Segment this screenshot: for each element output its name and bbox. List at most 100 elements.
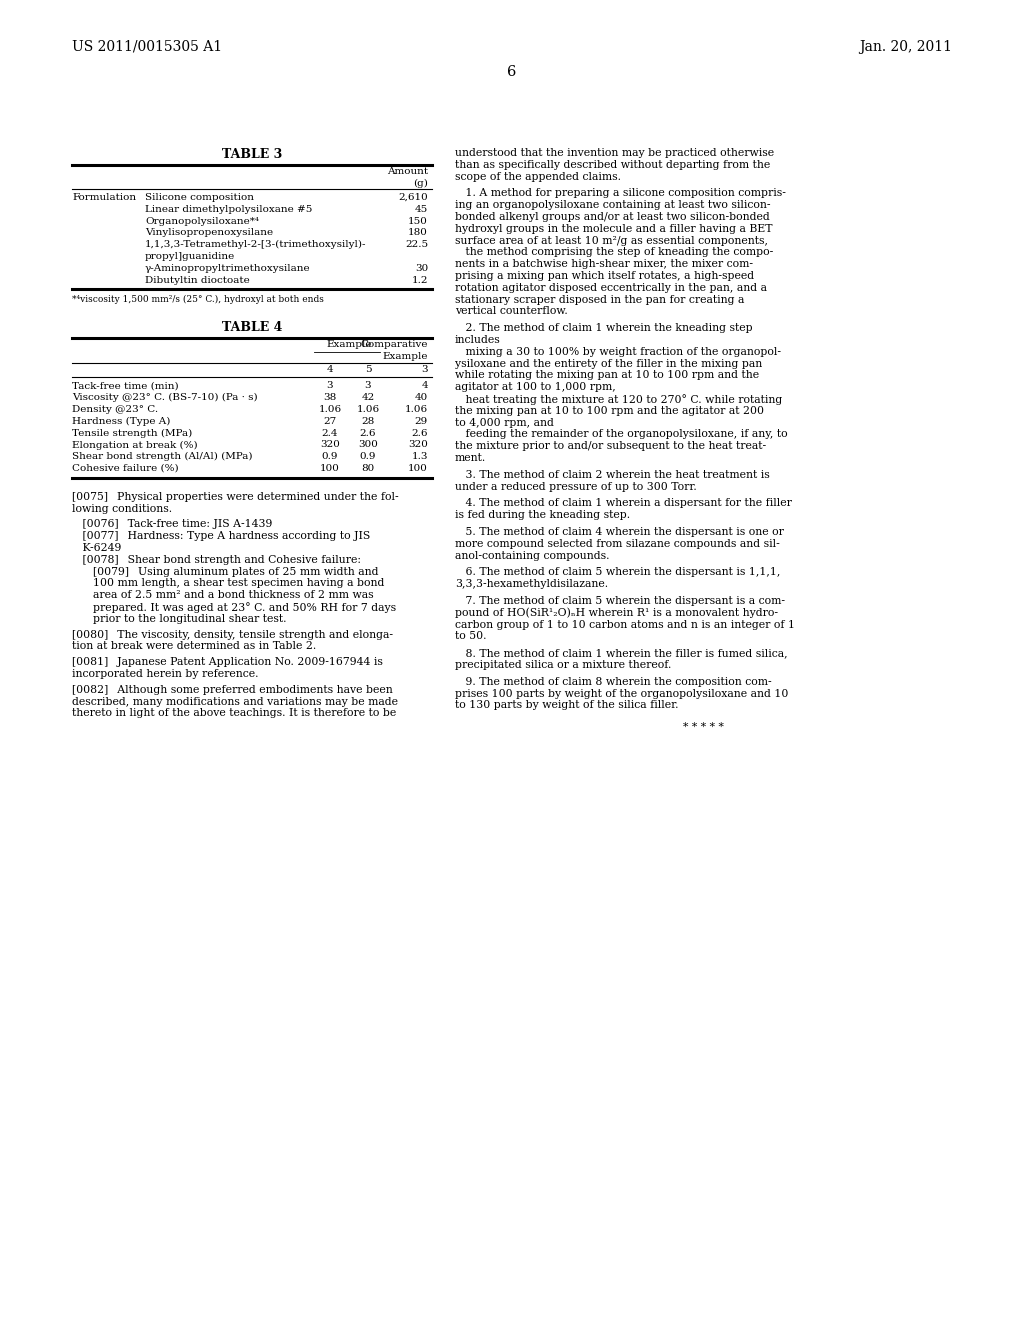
Text: 28: 28 bbox=[361, 417, 375, 426]
Text: heat treating the mixture at 120 to 270° C. while rotating: heat treating the mixture at 120 to 270°… bbox=[455, 393, 782, 405]
Text: 100: 100 bbox=[321, 465, 340, 473]
Text: [0077]  Hardness: Type A hardness according to JIS: [0077] Hardness: Type A hardness accordi… bbox=[72, 531, 371, 541]
Text: 1.06: 1.06 bbox=[356, 405, 380, 414]
Text: Vinylisopropenoxysilane: Vinylisopropenoxysilane bbox=[145, 228, 273, 238]
Text: 2.4: 2.4 bbox=[322, 429, 338, 438]
Text: 1.2: 1.2 bbox=[412, 276, 428, 285]
Text: stationary scraper disposed in the pan for creating a: stationary scraper disposed in the pan f… bbox=[455, 294, 744, 305]
Text: 3,3,3-hexamethyldisilazane.: 3,3,3-hexamethyldisilazane. bbox=[455, 579, 608, 589]
Text: 7. The method of claim 5 wherein the dispersant is a com-: 7. The method of claim 5 wherein the dis… bbox=[455, 597, 785, 606]
Text: 2. The method of claim 1 wherein the kneading step: 2. The method of claim 1 wherein the kne… bbox=[455, 323, 753, 333]
Text: anol-containing compounds.: anol-containing compounds. bbox=[455, 550, 609, 561]
Text: 2.6: 2.6 bbox=[359, 429, 376, 438]
Text: Elongation at break (%): Elongation at break (%) bbox=[72, 441, 198, 450]
Text: 8. The method of claim 1 wherein the filler is fumed silica,: 8. The method of claim 1 wherein the fil… bbox=[455, 648, 787, 659]
Text: the mixing pan at 10 to 100 rpm and the agitator at 200: the mixing pan at 10 to 100 rpm and the … bbox=[455, 405, 764, 416]
Text: 100: 100 bbox=[409, 465, 428, 473]
Text: [0080]  The viscosity, density, tensile strength and elonga-: [0080] The viscosity, density, tensile s… bbox=[72, 630, 393, 640]
Text: (g): (g) bbox=[413, 178, 428, 187]
Text: 1.06: 1.06 bbox=[318, 405, 342, 414]
Text: scope of the appended claims.: scope of the appended claims. bbox=[455, 172, 621, 182]
Text: * * * * *: * * * * * bbox=[683, 722, 724, 733]
Text: bonded alkenyl groups and/or at least two silicon-bonded: bonded alkenyl groups and/or at least tw… bbox=[455, 213, 770, 222]
Text: 1,1,3,3-Tetramethyl-2-[3-(trimethoxysilyl)-: 1,1,3,3-Tetramethyl-2-[3-(trimethoxysily… bbox=[145, 240, 367, 249]
Text: 180: 180 bbox=[409, 228, 428, 238]
Text: [0081]  Japanese Patent Application No. 2009-167944 is: [0081] Japanese Patent Application No. 2… bbox=[72, 657, 383, 667]
Text: 300: 300 bbox=[358, 441, 378, 449]
Text: 2,610: 2,610 bbox=[398, 193, 428, 202]
Text: Example: Example bbox=[383, 352, 428, 362]
Text: ing an organopolysiloxane containing at least two silicon-: ing an organopolysiloxane containing at … bbox=[455, 201, 770, 210]
Text: [0078]  Shear bond strength and Cohesive failure:: [0078] Shear bond strength and Cohesive … bbox=[72, 554, 361, 565]
Text: [0082]  Although some preferred embodiments have been: [0082] Although some preferred embodimen… bbox=[72, 685, 393, 694]
Text: [0076]  Tack-free time: JIS A-1439: [0076] Tack-free time: JIS A-1439 bbox=[72, 519, 272, 529]
Text: Formulation: Formulation bbox=[72, 193, 136, 202]
Text: is fed during the kneading step.: is fed during the kneading step. bbox=[455, 511, 630, 520]
Text: γ-Aminopropyltrimethoxysilane: γ-Aminopropyltrimethoxysilane bbox=[145, 264, 310, 273]
Text: 2.6: 2.6 bbox=[412, 429, 428, 438]
Text: *⁴viscosity 1,500 mm²/s (25° C.), hydroxyl at both ends: *⁴viscosity 1,500 mm²/s (25° C.), hydrox… bbox=[72, 294, 324, 304]
Text: 4: 4 bbox=[327, 366, 334, 375]
Text: more compound selected from silazane compounds and sil-: more compound selected from silazane com… bbox=[455, 539, 779, 549]
Text: thereto in light of the above teachings. It is therefore to be: thereto in light of the above teachings.… bbox=[72, 709, 396, 718]
Text: the method comprising the step of kneading the compo-: the method comprising the step of kneadi… bbox=[455, 247, 773, 257]
Text: 3: 3 bbox=[421, 366, 428, 375]
Text: to 4,000 rpm, and: to 4,000 rpm, and bbox=[455, 417, 554, 428]
Text: under a reduced pressure of up to 300 Torr.: under a reduced pressure of up to 300 To… bbox=[455, 482, 696, 491]
Text: mixing a 30 to 100% by weight fraction of the organopol-: mixing a 30 to 100% by weight fraction o… bbox=[455, 347, 781, 356]
Text: 1.3: 1.3 bbox=[412, 453, 428, 461]
Text: prises 100 parts by weight of the organopolysiloxane and 10: prises 100 parts by weight of the organo… bbox=[455, 689, 788, 698]
Text: prior to the longitudinal shear test.: prior to the longitudinal shear test. bbox=[72, 614, 287, 624]
Text: area of 2.5 mm² and a bond thickness of 2 mm was: area of 2.5 mm² and a bond thickness of … bbox=[72, 590, 374, 601]
Text: 3: 3 bbox=[327, 381, 334, 391]
Text: Cohesive failure (%): Cohesive failure (%) bbox=[72, 465, 178, 473]
Text: Viscosity @23° C. (BS-7-10) (Pa · s): Viscosity @23° C. (BS-7-10) (Pa · s) bbox=[72, 393, 258, 403]
Text: ysiloxane and the entirety of the filler in the mixing pan: ysiloxane and the entirety of the filler… bbox=[455, 359, 762, 368]
Text: 5: 5 bbox=[365, 366, 372, 375]
Text: hydroxyl groups in the molecule and a filler having a BET: hydroxyl groups in the molecule and a fi… bbox=[455, 224, 772, 234]
Text: 30: 30 bbox=[415, 264, 428, 273]
Text: Tensile strength (MPa): Tensile strength (MPa) bbox=[72, 429, 193, 438]
Text: [0079]  Using aluminum plates of 25 mm width and: [0079] Using aluminum plates of 25 mm wi… bbox=[72, 566, 379, 577]
Text: TABLE 4: TABLE 4 bbox=[222, 321, 283, 334]
Text: 42: 42 bbox=[361, 393, 375, 403]
Text: 3: 3 bbox=[365, 381, 372, 391]
Text: [0075]  Physical properties were determined under the fol-: [0075] Physical properties were determin… bbox=[72, 492, 398, 502]
Text: to 50.: to 50. bbox=[455, 631, 486, 642]
Text: K-6249: K-6249 bbox=[72, 543, 122, 553]
Text: Density @23° C.: Density @23° C. bbox=[72, 405, 158, 414]
Text: 80: 80 bbox=[361, 465, 375, 473]
Text: surface area of at least 10 m²/g as essential components,: surface area of at least 10 m²/g as esse… bbox=[455, 235, 768, 246]
Text: Linear dimethylpolysiloxane #5: Linear dimethylpolysiloxane #5 bbox=[145, 205, 312, 214]
Text: includes: includes bbox=[455, 335, 501, 345]
Text: 4: 4 bbox=[421, 381, 428, 391]
Text: to 130 parts by weight of the silica filler.: to 130 parts by weight of the silica fil… bbox=[455, 701, 679, 710]
Text: prising a mixing pan which itself rotates, a high-speed: prising a mixing pan which itself rotate… bbox=[455, 271, 754, 281]
Text: 29: 29 bbox=[415, 417, 428, 426]
Text: 6: 6 bbox=[507, 65, 517, 79]
Text: agitator at 100 to 1,000 rpm,: agitator at 100 to 1,000 rpm, bbox=[455, 383, 615, 392]
Text: 45: 45 bbox=[415, 205, 428, 214]
Text: precipitated silica or a mixture thereof.: precipitated silica or a mixture thereof… bbox=[455, 660, 672, 671]
Text: while rotating the mixing pan at 10 to 100 rpm and the: while rotating the mixing pan at 10 to 1… bbox=[455, 371, 759, 380]
Text: 320: 320 bbox=[409, 441, 428, 449]
Text: described, many modifications and variations may be made: described, many modifications and variat… bbox=[72, 697, 398, 706]
Text: feeding the remainder of the organopolysiloxane, if any, to: feeding the remainder of the organopolys… bbox=[455, 429, 787, 440]
Text: 38: 38 bbox=[324, 393, 337, 403]
Text: Example: Example bbox=[327, 341, 372, 350]
Text: Tack-free time (min): Tack-free time (min) bbox=[72, 381, 178, 391]
Text: Dibutyltin dioctoate: Dibutyltin dioctoate bbox=[145, 276, 250, 285]
Text: incorporated herein by reference.: incorporated herein by reference. bbox=[72, 669, 258, 678]
Text: 9. The method of claim 8 wherein the composition com-: 9. The method of claim 8 wherein the com… bbox=[455, 677, 772, 686]
Text: lowing conditions.: lowing conditions. bbox=[72, 504, 172, 513]
Text: US 2011/0015305 A1: US 2011/0015305 A1 bbox=[72, 40, 222, 54]
Text: vertical counterflow.: vertical counterflow. bbox=[455, 306, 567, 317]
Text: Silicone composition: Silicone composition bbox=[145, 193, 254, 202]
Text: than as specifically described without departing from the: than as specifically described without d… bbox=[455, 160, 770, 170]
Text: 100 mm length, a shear test specimen having a bond: 100 mm length, a shear test specimen hav… bbox=[72, 578, 384, 589]
Text: 40: 40 bbox=[415, 393, 428, 403]
Text: 27: 27 bbox=[324, 417, 337, 426]
Text: TABLE 3: TABLE 3 bbox=[222, 148, 283, 161]
Text: rotation agitator disposed eccentrically in the pan, and a: rotation agitator disposed eccentrically… bbox=[455, 282, 767, 293]
Text: 5. The method of claim 4 wherein the dispersant is one or: 5. The method of claim 4 wherein the dis… bbox=[455, 527, 784, 537]
